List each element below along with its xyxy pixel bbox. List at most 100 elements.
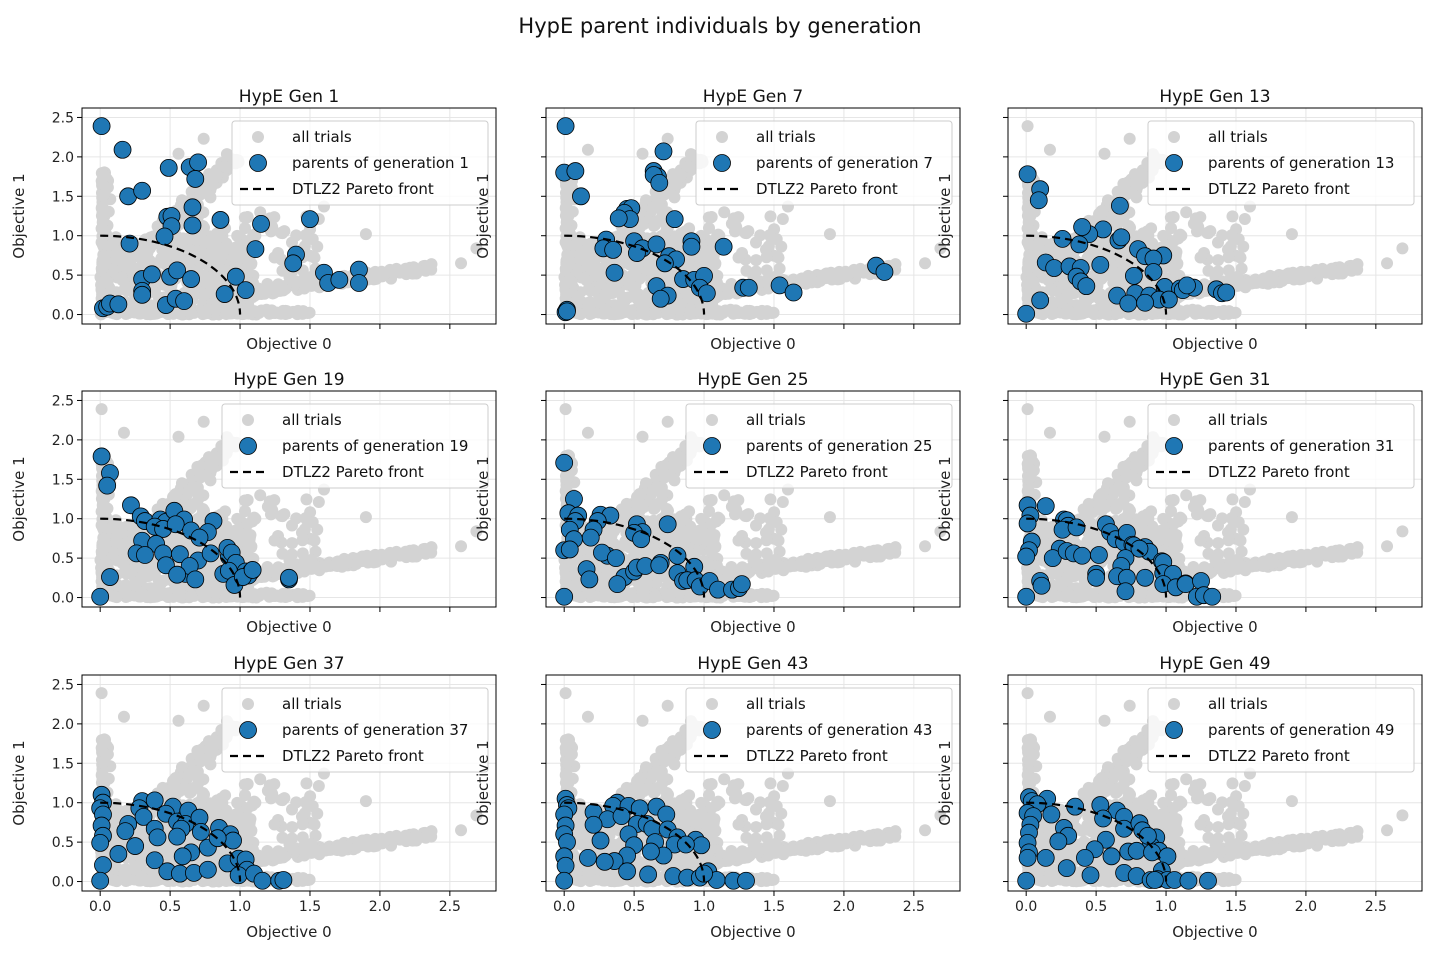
parent-point: [215, 285, 234, 303]
all-trials-point: [583, 296, 596, 309]
all-trials-point: [119, 579, 132, 592]
all-trials-point: [636, 147, 649, 160]
all-trials-point: [308, 251, 321, 264]
y-tick-label: 1.0: [52, 229, 74, 245]
all-trials-point: [1107, 276, 1120, 289]
all-trials-point: [679, 285, 692, 298]
y-tick-label: 0.5: [52, 551, 74, 567]
all-trials-point: [1021, 120, 1034, 133]
all-trials-point: [208, 588, 221, 601]
all-trials-point: [625, 307, 638, 320]
all-trials-point: [730, 307, 743, 320]
axes-frame: [81, 107, 497, 325]
all-trials-point: [95, 202, 108, 215]
legend-label-all-trials: all trials: [756, 128, 816, 146]
all-trials-point: [220, 591, 233, 604]
all-trials-point: [1194, 251, 1207, 264]
all-trials-point: [683, 222, 696, 235]
all-trials-point: [1396, 242, 1409, 255]
legend-label-all-trials: all trials: [282, 411, 342, 429]
all-trials-point: [561, 471, 574, 484]
all-trials-point: [1117, 177, 1130, 190]
all-trials-point: [750, 254, 763, 267]
parent-point: [1144, 263, 1163, 281]
parent-point: [186, 570, 205, 589]
y-tick-label: 2.0: [52, 433, 74, 449]
all-trials-point: [296, 534, 309, 547]
all-trials-point: [199, 307, 212, 320]
all-trials-point: [172, 430, 185, 443]
all-trials-point: [601, 305, 614, 318]
all-trials-point: [682, 160, 695, 173]
parent-point: [1073, 218, 1092, 236]
all-trials-point: [764, 230, 777, 243]
all-trials-point: [197, 132, 210, 145]
all-trials-point: [1043, 143, 1056, 156]
y-axis-label: Objective 1: [10, 173, 28, 258]
all-trials-point: [137, 305, 150, 318]
all-trials-point: [1146, 237, 1159, 250]
all-trials-point: [301, 307, 314, 320]
all-trials-point: [120, 567, 133, 580]
all-trials-point: [719, 304, 732, 317]
all-trials-point: [718, 206, 731, 219]
parent-point: [650, 173, 669, 192]
legend-all-trials-marker: [242, 414, 254, 426]
all-trials-point: [296, 547, 309, 560]
all-trials-point: [410, 267, 423, 280]
parent-point: [697, 284, 716, 303]
all-trials-point: [308, 534, 321, 547]
all-trials-point: [672, 305, 685, 318]
all-trials-point: [122, 590, 135, 603]
y-tick-label: 1.5: [52, 189, 74, 205]
parent-point: [91, 587, 110, 606]
plot-area: [555, 403, 947, 606]
all-trials-point: [311, 240, 324, 253]
all-trials-point: [199, 590, 212, 603]
parent-point: [1031, 291, 1050, 310]
all-trials-point: [291, 304, 304, 317]
parent-point: [1178, 276, 1196, 295]
all-trials-point: [243, 532, 256, 545]
all-trials-point: [661, 132, 674, 145]
all-trials-point: [1234, 251, 1247, 264]
parent-point: [875, 263, 894, 281]
all-trials-point: [1128, 168, 1141, 181]
legend-all-trials-marker: [252, 131, 264, 143]
all-trials-point: [730, 220, 743, 233]
parent-point: [171, 545, 189, 564]
all-trials-point: [1205, 308, 1218, 321]
all-trials-point: [1212, 254, 1225, 267]
all-trials-point: [1222, 264, 1235, 277]
all-trials-point: [1216, 229, 1229, 242]
parent-point: [243, 561, 262, 579]
y-axis-label: Objective 1: [474, 173, 492, 258]
all-trials-point: [116, 274, 129, 287]
all-trials-point: [560, 286, 573, 299]
all-trials-point: [378, 268, 391, 281]
all-trials-point: [618, 295, 631, 308]
all-trials-point: [300, 513, 313, 526]
all-trials-point: [1237, 240, 1250, 253]
all-trials-point: [120, 284, 133, 297]
parent-point: [605, 263, 624, 282]
legend-all-trials-marker: [716, 131, 728, 143]
all-trials-point: [455, 257, 468, 270]
parent-point: [182, 270, 200, 288]
all-trials-point: [1071, 305, 1084, 318]
all-trials-point: [145, 588, 158, 601]
legend-label-front: DTLZ2 Pareto front: [756, 180, 898, 198]
parent-point: [770, 276, 789, 295]
legend-box: [695, 120, 953, 206]
all-trials-point: [220, 308, 233, 321]
legend-label-all-trials: all trials: [1208, 128, 1268, 146]
parent-point: [1070, 235, 1089, 254]
all-trials-point: [311, 563, 324, 576]
all-trials-point: [197, 415, 210, 428]
all-trials-point: [1226, 210, 1239, 223]
all-trials-point: [241, 211, 254, 224]
all-trials-point: [1237, 280, 1250, 293]
